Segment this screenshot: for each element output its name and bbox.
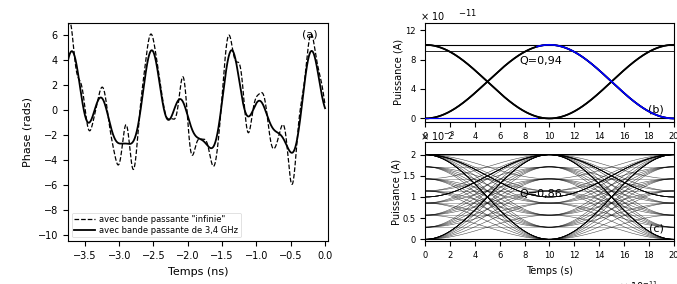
avec bande passante de 3,4 GHz xyxy=(174,99,182,103)
avec bande passante "infinie" xyxy=(321,103,329,106)
avec bande passante "infinie" xyxy=(64,30,72,33)
avec bande passante de 3,4 GHz xyxy=(250,105,259,108)
Text: $\times$ 10$^{-3}$: $\times$ 10$^{-3}$ xyxy=(420,129,456,143)
Text: Q=0,94: Q=0,94 xyxy=(520,57,563,66)
Text: (b): (b) xyxy=(648,104,663,114)
Line: avec bande passante de 3,4 GHz: avec bande passante de 3,4 GHz xyxy=(68,50,325,153)
Y-axis label: Puissance (A): Puissance (A) xyxy=(393,39,403,105)
avec bande passante "infinie" xyxy=(172,115,180,118)
avec bande passante de 3,4 GHz xyxy=(288,151,296,154)
avec bande passante de 3,4 GHz xyxy=(186,122,194,125)
Text: $\times$ 10$^{-11}$: $\times$ 10$^{-11}$ xyxy=(619,279,659,284)
avec bande passante de 3,4 GHz xyxy=(227,49,236,52)
Text: $\times$ 10: $\times$ 10 xyxy=(420,10,445,22)
X-axis label: Temps (s): Temps (s) xyxy=(526,266,573,276)
Text: (c): (c) xyxy=(649,224,663,233)
avec bande passante de 3,4 GHz xyxy=(64,60,72,63)
Text: $-11$: $-11$ xyxy=(458,7,477,18)
avec bande passante "infinie" xyxy=(250,100,259,103)
Line: avec bande passante "infinie": avec bande passante "infinie" xyxy=(68,22,325,184)
X-axis label: Temps (ns): Temps (ns) xyxy=(168,267,228,277)
avec bande passante de 3,4 GHz xyxy=(301,82,309,85)
avec bande passante "infinie" xyxy=(288,183,296,186)
Text: (a): (a) xyxy=(303,29,318,39)
avec bande passante de 3,4 GHz xyxy=(321,106,329,110)
avec bande passante "infinie" xyxy=(301,80,309,83)
X-axis label: Temps (s): Temps (s) xyxy=(526,146,573,156)
Y-axis label: Phase (rads): Phase (rads) xyxy=(22,97,32,167)
avec bande passante "infinie" xyxy=(313,62,322,65)
avec bande passante "infinie" xyxy=(66,20,74,23)
avec bande passante de 3,4 GHz xyxy=(313,67,322,71)
Text: Q=0,86: Q=0,86 xyxy=(520,189,563,199)
Y-axis label: Puissance (A): Puissance (A) xyxy=(391,159,401,225)
avec bande passante "infinie" xyxy=(186,145,194,148)
Legend: avec bande passante "infinie", avec bande passante de 3,4 GHz: avec bande passante "infinie", avec band… xyxy=(72,212,241,237)
avec bande passante "infinie" xyxy=(174,105,182,108)
avec bande passante de 3,4 GHz xyxy=(172,103,180,107)
